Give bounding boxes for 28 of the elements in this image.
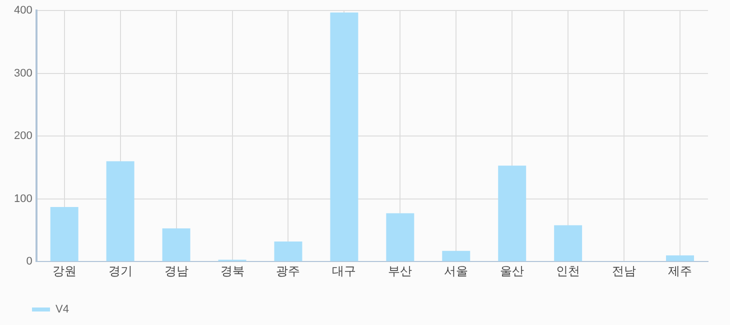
- bar: [554, 225, 582, 262]
- bar: [330, 12, 358, 262]
- bar: [274, 242, 302, 262]
- y-tick-label: 200: [14, 130, 32, 142]
- bar: [666, 255, 694, 262]
- x-tick-label: 인천: [556, 264, 580, 278]
- y-tick-label: 100: [14, 192, 32, 205]
- bar: [106, 161, 134, 262]
- x-tick-label: 부산: [388, 264, 412, 278]
- x-tick-label: 전남: [612, 264, 636, 278]
- bar: [442, 250, 470, 262]
- bar: [498, 166, 526, 262]
- x-tick-label: 울산: [500, 264, 524, 278]
- x-tick-label: 서울: [444, 264, 468, 278]
- y-tick-label: 0: [26, 256, 32, 268]
- x-tick-label: 경남: [164, 264, 188, 278]
- x-tick-label: 강원: [52, 264, 76, 278]
- x-tick-label: 제주: [668, 264, 692, 278]
- bar: [50, 207, 78, 262]
- bar: [162, 228, 190, 262]
- x-tick-label: 경북: [220, 264, 244, 278]
- x-tick-label: 경기: [108, 264, 132, 278]
- x-tick-label: 대구: [332, 264, 356, 278]
- legend-label: V4: [56, 304, 69, 316]
- x-tick-label: 광주: [276, 264, 300, 278]
- y-tick-label: 400: [14, 4, 32, 17]
- bar: [386, 213, 414, 262]
- y-tick-label: 300: [14, 67, 32, 80]
